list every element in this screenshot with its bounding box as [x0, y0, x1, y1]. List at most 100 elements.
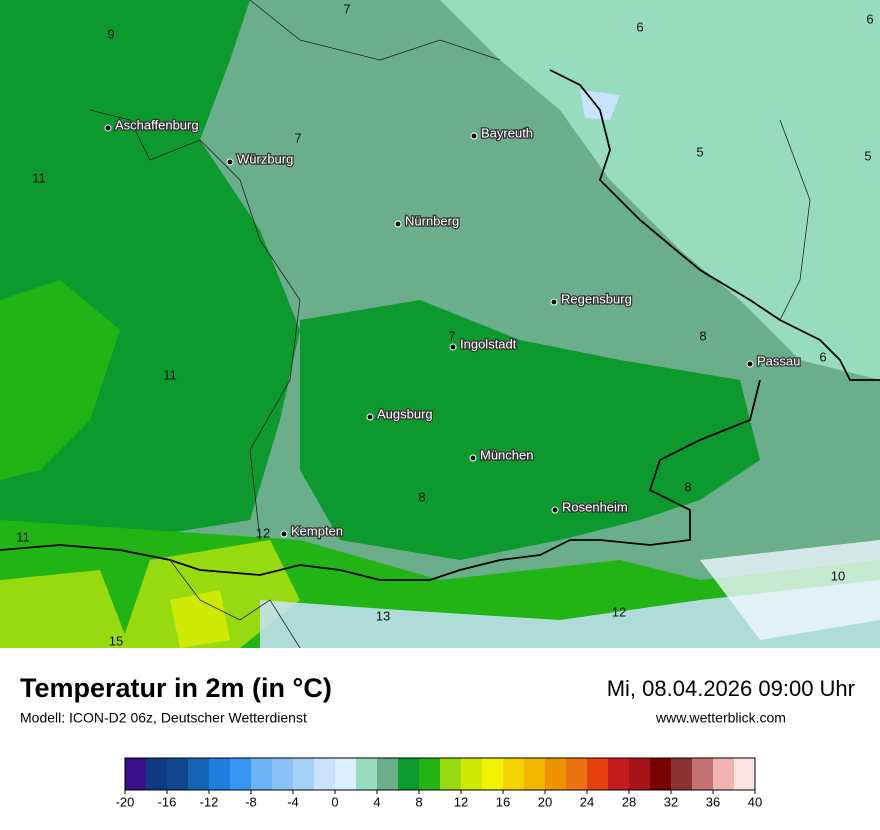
- warm-zone: [170, 590, 230, 648]
- legend-swatch: [734, 758, 755, 790]
- city-label: München: [480, 447, 533, 462]
- isotherm-label: 6: [866, 11, 873, 26]
- legend-swatch: [545, 758, 566, 790]
- state-line: [89, 109, 301, 541]
- border: [549, 69, 880, 381]
- legend-tick-label: 28: [622, 794, 636, 809]
- isotherm-label: 8: [699, 328, 706, 343]
- city-dot: [470, 132, 478, 140]
- city-label: Nürnberg: [405, 213, 459, 228]
- legend-swatch: [251, 758, 272, 790]
- legend-tick-label: 8: [415, 794, 422, 809]
- legend-swatch: [587, 758, 608, 790]
- city-dot: [104, 124, 112, 132]
- legend-swatch: [608, 758, 629, 790]
- city-label: Rosenheim: [562, 499, 628, 514]
- isotherm-label: 13: [376, 608, 390, 623]
- legend-swatch: [209, 758, 230, 790]
- cool-zone: [260, 580, 880, 648]
- legend-swatch: [671, 758, 692, 790]
- legend-swatch: [503, 758, 524, 790]
- city-label: Regensburg: [561, 291, 632, 306]
- legend-tick-label: 4: [373, 794, 380, 809]
- city-label: Ingolstadt: [460, 336, 517, 351]
- legend-swatch: [692, 758, 713, 790]
- legend-tick-label: 32: [664, 794, 678, 809]
- subtitle: Modell: ICON-D2 06z, Deutscher Wetterdie…: [20, 710, 307, 726]
- legend-swatch: [293, 758, 314, 790]
- legend-swatch: [629, 758, 650, 790]
- legend-swatch: [167, 758, 188, 790]
- state-line: [779, 119, 811, 321]
- cool-zone: [700, 540, 880, 640]
- legend-tick-label: 20: [538, 794, 552, 809]
- legend-tick-label: 24: [580, 794, 594, 809]
- isotherm-label: 6: [819, 349, 826, 364]
- legend-swatch: [482, 758, 503, 790]
- warm-zone: [300, 300, 760, 560]
- city-label: Kempten: [291, 523, 343, 538]
- legend-swatch: [146, 758, 167, 790]
- legend-tick-label: -20: [116, 794, 135, 809]
- legend-swatch: [419, 758, 440, 790]
- cities: Aschaffenburg Würzburg Bayreuth Nürnberg Reg…: [104, 116, 802, 540]
- isotherm-label: 7: [343, 1, 350, 16]
- isotherm-label: 11: [32, 170, 46, 185]
- isotherm-label: 10: [831, 568, 845, 583]
- city-dot: [449, 343, 457, 351]
- legend-swatch: [713, 758, 734, 790]
- legend-tick-label: -4: [287, 794, 299, 809]
- isotherm-label: 11: [163, 367, 177, 382]
- cool-zone: [440, 0, 880, 380]
- city-dot: [280, 530, 288, 538]
- legend-swatch: [356, 758, 377, 790]
- legend-swatch: [524, 758, 545, 790]
- legend-swatch: [272, 758, 293, 790]
- isotherm-label: 7: [294, 130, 301, 145]
- legend-swatch: [188, 758, 209, 790]
- isotherm-label: 12: [612, 604, 626, 619]
- legend-tick-label: -12: [200, 794, 219, 809]
- color-legend: -20 -16 -12 -8 -4 0 4 8 12 16 20 24 28 32 36 40: [116, 757, 762, 809]
- city-label: Augsburg: [377, 406, 433, 421]
- city-dot: [469, 454, 477, 462]
- legend-swatch: [461, 758, 482, 790]
- border: [0, 379, 761, 581]
- city-dot: [226, 158, 234, 166]
- legend-swatch: [377, 758, 398, 790]
- datetime: Mi, 08.04.2026 09:00 Uhr: [607, 676, 855, 701]
- city-dot: [550, 298, 558, 306]
- isotherm-label: 5: [864, 148, 871, 163]
- city-label: Aschaffenburg: [115, 117, 199, 132]
- title: Temperatur in 2m (in °C): [20, 673, 332, 703]
- legend-swatch: [335, 758, 356, 790]
- legend-swatch: [230, 758, 251, 790]
- isotherm-labels: 7 9 6 6 7 5 5 11 7 8 6 11 8 8 12 11 10 13 12 15: [16, 1, 873, 648]
- map: 7 9 6 6 7 5 5 11 7 8 6 11 8 8 12 11 10 13 12 15 Aschaffenbu…: [0, 0, 880, 648]
- legend-swatch: [440, 758, 461, 790]
- isotherm-label: 12: [256, 525, 270, 540]
- legend-swatch: [125, 758, 146, 790]
- legend-tick-label: -16: [158, 794, 177, 809]
- state-line: [249, 0, 501, 61]
- legend-frame: [124, 757, 756, 791]
- city-label: Bayreuth: [481, 125, 533, 140]
- legend-swatch: [314, 758, 335, 790]
- legend-tick-label: 12: [454, 794, 468, 809]
- legend-swatch: [566, 758, 587, 790]
- state-line: [169, 559, 301, 649]
- city-dot: [366, 413, 374, 421]
- legend-tick-label: 40: [748, 794, 762, 809]
- city-dot: [394, 220, 402, 228]
- legend-swatch: [650, 758, 671, 790]
- warm-zone: [0, 570, 130, 648]
- isotherm-label: 11: [16, 529, 30, 544]
- isotherm-label: 8: [418, 489, 425, 504]
- warm-zone: [0, 280, 120, 480]
- isotherm-label: 8: [684, 479, 691, 494]
- isotherm-label: 9: [107, 26, 114, 41]
- city-label: Passau: [757, 353, 800, 368]
- website[interactable]: www.wetterblick.com: [655, 710, 786, 726]
